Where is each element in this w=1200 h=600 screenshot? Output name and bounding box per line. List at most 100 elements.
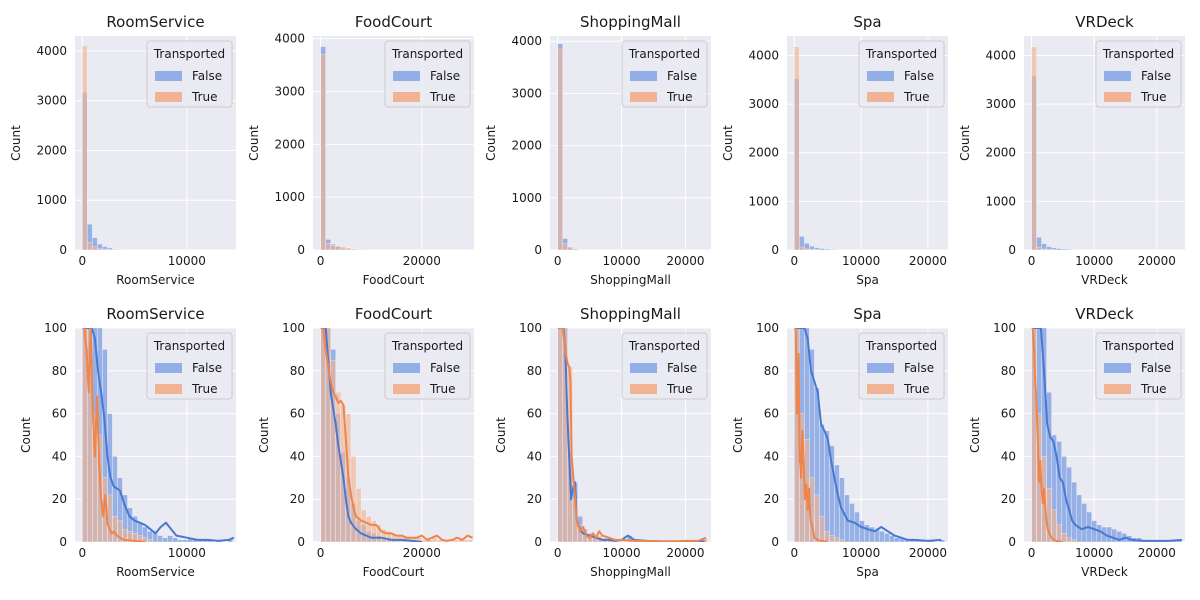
- x-axis-label: RoomService: [116, 565, 195, 579]
- hist-bar-true: [814, 494, 820, 542]
- legend-swatch-false: [393, 363, 420, 373]
- hist-bar-false: [167, 535, 173, 542]
- x-tick-label: 0: [78, 254, 86, 268]
- legend-label-false: False: [667, 361, 697, 375]
- hist-bar-true: [819, 516, 825, 542]
- hist-bar-false: [854, 511, 860, 542]
- hist-bar-false: [1081, 503, 1087, 542]
- hist-bar-false: [1091, 520, 1097, 542]
- y-tick-label: 40: [764, 449, 779, 463]
- x-axis-label: ShoppingMall: [590, 273, 671, 287]
- x-axis-label: ShoppingMall: [590, 565, 671, 579]
- subplot-bottom-foodcourt: FoodCourt 0 20000 0 20 40 60 80 100 FoodCourt Coun…: [257, 305, 474, 579]
- hist-bar-true: [92, 246, 98, 250]
- y-tick-label: 40: [1001, 449, 1016, 463]
- hist-bar-true: [330, 245, 336, 250]
- x-axis-label: Spa: [856, 273, 879, 287]
- y-tick-label: 100: [519, 321, 542, 335]
- y-tick-label: 3000: [985, 97, 1016, 111]
- subplot-top-shoppingmall: ShoppingMall 0 10000 20000 0 1000 2000 3000 4000…: [484, 13, 711, 287]
- y-tick-label: 100: [993, 321, 1016, 335]
- legend-title: Transported: [865, 339, 937, 353]
- y-axis-label: Count: [721, 125, 735, 161]
- y-tick-label: 0: [771, 535, 779, 549]
- legend-box: [621, 332, 708, 400]
- hist-bar-true: [1056, 524, 1062, 542]
- legend-swatch-true: [867, 384, 894, 394]
- hist-bar-true: [350, 248, 357, 250]
- y-axis-label: Count: [494, 417, 508, 453]
- x-axis-label: FoodCourt: [363, 273, 425, 287]
- y-tick-label: 4000: [274, 32, 305, 46]
- y-tick-label: 40: [527, 449, 542, 463]
- x-tick-label: 10000: [1075, 254, 1113, 268]
- y-tick-label: 80: [52, 364, 67, 378]
- hist-bar-true: [345, 247, 352, 250]
- x-tick-label: 0: [317, 546, 325, 560]
- hist-bar-false: [819, 248, 825, 250]
- legend-swatch-false: [630, 363, 657, 373]
- kde-line-true: [557, 328, 707, 542]
- x-tick-label: 10000: [1075, 546, 1113, 560]
- hist-bar-true: [799, 246, 805, 250]
- hist-bar-false: [1061, 248, 1067, 250]
- hist-bar-true: [112, 516, 118, 542]
- chart-title: ShoppingMall: [580, 13, 681, 31]
- chart-title: FoodCourt: [355, 305, 432, 323]
- x-tick-label: 20000: [666, 254, 704, 268]
- legend-label-true: True: [666, 90, 693, 104]
- hist-bar-true: [325, 242, 331, 250]
- data-layer: [557, 43, 588, 250]
- y-tick-label: 2000: [748, 146, 779, 160]
- hist-bar-false: [889, 535, 895, 542]
- subplot-bottom-roomservice: RoomService 0 10000 0 20 40 60 80 100 RoomService…: [19, 305, 236, 579]
- hist-bar-true: [567, 247, 573, 250]
- legend-box: [858, 40, 945, 108]
- y-axis-label: Count: [484, 125, 498, 161]
- legend-swatch-true: [393, 384, 420, 394]
- legend-swatch-true: [155, 92, 182, 102]
- hist-bar-false: [894, 537, 900, 542]
- data-layer: [82, 45, 128, 250]
- y-tick-label: 60: [527, 407, 542, 421]
- x-tick-label: 20000: [909, 254, 947, 268]
- legend-swatch-false: [393, 71, 420, 81]
- hist-bar-true: [557, 328, 563, 542]
- hist-bar-true: [335, 392, 341, 542]
- y-axis-label: Count: [257, 417, 271, 453]
- y-tick-label: 4000: [36, 44, 67, 58]
- y-tick-label: 80: [1001, 364, 1016, 378]
- subplot-top-vrdeck: VRDeck 0 10000 20000 0 1000 2000 3000 4000 VRDeck…: [958, 13, 1185, 287]
- legend: Transported False True: [146, 40, 233, 108]
- hist-bar-true: [829, 535, 835, 542]
- y-tick-label: 1000: [748, 194, 779, 208]
- legend-swatch-false: [155, 71, 182, 81]
- chart-title: RoomService: [106, 305, 204, 323]
- legend-label-true: True: [903, 90, 930, 104]
- legend-swatch-true: [630, 384, 657, 394]
- legend-label-false: False: [904, 361, 934, 375]
- y-tick-label: 3000: [748, 97, 779, 111]
- hist-bar-false: [1071, 481, 1077, 542]
- hist-bar-true: [557, 48, 563, 250]
- data-layer: [82, 328, 235, 542]
- subplot-bottom-spa: Spa 0 10000 20000 0 20 40 60 80 100 Spa Count Transp…: [731, 305, 948, 579]
- x-tick-label: 20000: [909, 546, 947, 560]
- legend-title: Transported: [153, 339, 225, 353]
- x-tick-label: 10000: [842, 254, 880, 268]
- subplot-top-roomservice: RoomService 0 10000 0 1000 2000 3000 4000 RoomSe…: [9, 13, 236, 287]
- data-layer: [1031, 46, 1077, 250]
- legend-label-false: False: [1141, 69, 1171, 83]
- hist-bar-false: [177, 539, 183, 542]
- x-tick-label: 10000: [842, 546, 880, 560]
- hist-bar-false: [1096, 524, 1102, 542]
- chart-title: VRDeck: [1075, 305, 1134, 323]
- legend-label-true: True: [1140, 90, 1167, 104]
- y-tick-label: 1000: [274, 190, 305, 204]
- legend: Transported False True: [621, 40, 708, 108]
- hist-bar-true: [355, 249, 362, 250]
- hist-bar-false: [1076, 494, 1082, 542]
- y-tick-label: 3000: [511, 86, 542, 100]
- legend-label-false: False: [904, 69, 934, 83]
- x-tick-label: 10000: [168, 546, 206, 560]
